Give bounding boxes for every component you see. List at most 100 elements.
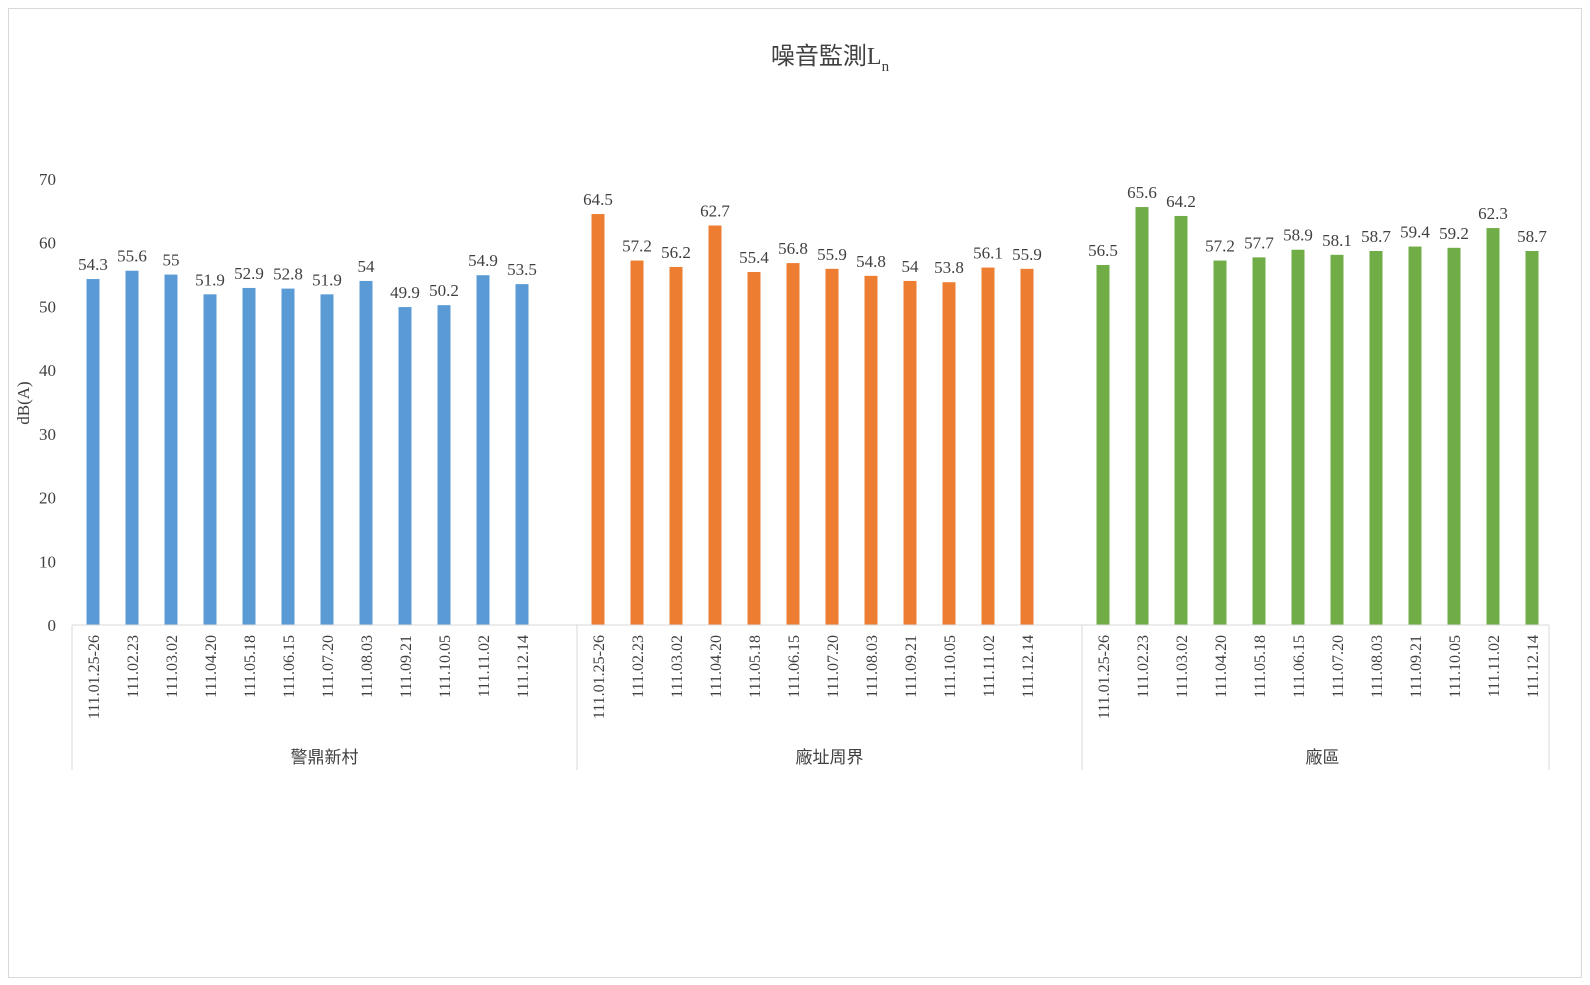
bar	[708, 225, 722, 626]
bar	[864, 275, 878, 625]
bar	[242, 287, 256, 625]
x-tick-label: 111.09.21	[903, 635, 920, 698]
y-tick-label: 70	[39, 170, 56, 189]
bar	[398, 307, 412, 625]
x-tick-label: 111.04.20	[203, 635, 220, 698]
y-axis-title: dB(A)	[14, 381, 33, 424]
data-label: 58.7	[1361, 227, 1391, 246]
data-label: 56.5	[1088, 241, 1118, 260]
x-tick-label: 111.03.02	[1174, 635, 1191, 698]
bar	[1486, 228, 1500, 625]
x-tick-label: 111.08.03	[359, 635, 376, 698]
x-tick-label: 111.02.23	[1135, 635, 1152, 698]
data-label: 57.2	[1205, 237, 1235, 256]
bar	[125, 270, 139, 625]
y-tick-label: 0	[48, 616, 57, 635]
bar	[1369, 250, 1383, 626]
data-label: 52.9	[234, 264, 264, 283]
bar	[359, 280, 373, 625]
x-tick-label: 111.10.05	[942, 635, 959, 698]
data-labels: 54.3 55.6 55 51.9 52.9 52.8 51.9 54 49.9 50.2 54.9…	[78, 183, 1547, 302]
data-label: 59.4	[1400, 223, 1430, 242]
y-axis: 0 10 20 30 40 50 60 70	[39, 170, 56, 635]
x-tick-label: 111.06.15	[786, 635, 803, 698]
data-label: 62.7	[700, 202, 730, 221]
chart-title-subscript: n	[882, 59, 890, 75]
chart-title: 噪音監測Ln	[771, 43, 890, 75]
bar	[591, 214, 605, 626]
bar	[476, 275, 490, 625]
bar	[981, 267, 995, 625]
data-label: 56.8	[778, 239, 808, 258]
data-label: 58.9	[1283, 226, 1313, 245]
bar	[630, 260, 644, 625]
x-tick-label: 111.01.25-26	[591, 635, 608, 719]
x-tick-label: 111.07.20	[1330, 635, 1347, 698]
chart-title-main: 噪音監測L	[771, 43, 882, 70]
bar	[1213, 260, 1227, 625]
x-tick-label: 111.02.23	[630, 635, 647, 698]
x-tick-label: 111.10.05	[437, 635, 454, 698]
bar	[281, 288, 295, 625]
x-tick-label: 111.01.25-26	[86, 635, 103, 719]
bar	[669, 266, 683, 625]
data-label: 62.3	[1478, 204, 1508, 223]
x-tick-label: 111.11.02	[1486, 635, 1503, 697]
data-label: 53.8	[934, 258, 964, 277]
x-tick-label: 111.04.20	[1213, 635, 1230, 698]
x-tick-label: 111.12.14	[515, 635, 532, 698]
bar	[203, 294, 217, 625]
x-tick-label: 111.09.21	[1408, 635, 1425, 698]
data-label: 65.6	[1127, 183, 1157, 202]
bar	[320, 294, 334, 625]
data-label: 55.9	[1012, 245, 1042, 264]
x-tick-label: 111.05.18	[242, 635, 259, 698]
data-label: 53.5	[507, 260, 537, 279]
data-label: 55.4	[739, 248, 769, 267]
data-label: 55.9	[817, 245, 847, 264]
bar	[942, 282, 956, 625]
data-label: 54	[358, 257, 376, 276]
bar	[1096, 265, 1110, 625]
group-label: 廠區	[1306, 747, 1340, 767]
bar	[437, 305, 451, 625]
data-label: 57.7	[1244, 233, 1274, 252]
y-tick-label: 30	[39, 425, 56, 444]
data-label: 49.9	[390, 283, 420, 302]
bar	[1135, 207, 1149, 625]
bar	[786, 263, 800, 625]
data-label: 56.2	[661, 243, 691, 262]
y-tick-label: 50	[39, 297, 56, 316]
data-label: 54	[902, 257, 920, 276]
group-label: 警鼎新村	[291, 748, 359, 767]
x-tick-label: 111.03.02	[669, 635, 686, 698]
x-tick-label: 111.05.18	[747, 635, 764, 698]
bar	[1252, 257, 1266, 625]
y-tick-label: 20	[39, 489, 56, 508]
bar	[1525, 250, 1539, 626]
data-label: 57.2	[622, 237, 652, 256]
bar	[1330, 254, 1344, 625]
data-label: 51.9	[195, 270, 225, 289]
data-label: 54.3	[78, 255, 108, 274]
x-tick-label: 111.12.14	[1525, 635, 1542, 698]
x-tick-label: 111.09.21	[398, 635, 415, 698]
data-label: 58.7	[1517, 227, 1547, 246]
group-label: 廠址周界	[796, 747, 864, 767]
x-tick-label: 111.06.15	[281, 635, 298, 698]
bar	[1291, 249, 1305, 626]
bar	[747, 272, 761, 625]
data-label: 56.1	[973, 244, 1003, 263]
bar	[86, 279, 100, 625]
x-tick-label: 111.05.18	[1252, 635, 1269, 698]
data-label: 50.2	[429, 281, 459, 300]
x-tick-label: 111.10.05	[1447, 635, 1464, 698]
x-tick-label: 111.04.20	[708, 635, 725, 698]
bar	[164, 274, 178, 625]
x-tick-label: 111.01.25-26	[1096, 635, 1113, 719]
x-tick-label: 111.11.02	[476, 635, 493, 697]
bar	[825, 268, 839, 625]
data-label: 51.9	[312, 270, 342, 289]
bar	[1447, 247, 1461, 625]
